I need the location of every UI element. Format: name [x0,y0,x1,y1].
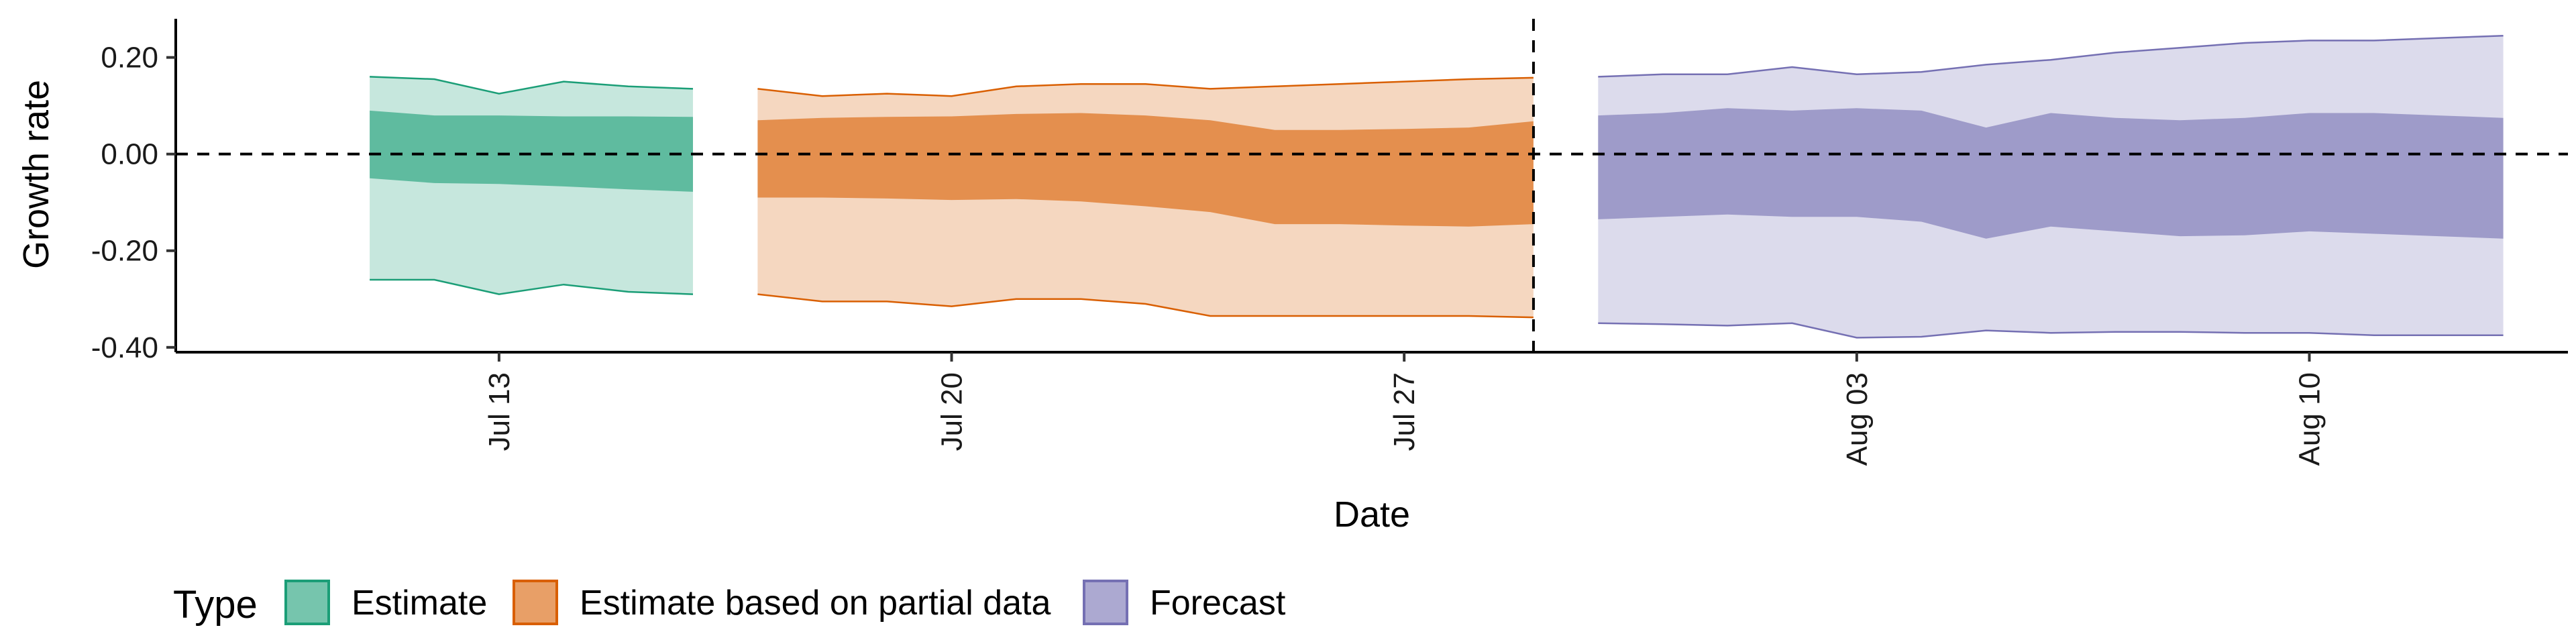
y-tick-label: -0.40 [91,331,158,364]
outline-lower-estimate-based-on-partial-data [757,293,1534,319]
band-50-estimate-based-on-partial-data [757,113,1534,227]
outline-upper-estimate-based-on-partial-data [757,76,1534,97]
plot-area [370,34,2504,339]
axes [174,19,2568,354]
legend-label: Forecast [1150,584,1286,623]
outline-upper-estimate [370,76,694,95]
y-tick-label: -0.20 [91,235,158,268]
legend-title: Type [173,583,258,627]
legend-label: Estimate [352,584,487,623]
legend-label: Estimate based on partial data [580,584,1051,623]
outline-upper-forecast [1598,34,2504,78]
legend-swatch [1083,580,1128,625]
y-axis-title: Growth rate [16,80,56,269]
y-ticks: 0.20 0.00 -0.20 -0.40 [91,42,176,364]
band-50-forecast [1598,108,2504,239]
legend-swatch [513,580,558,625]
y-tick-label: 0.20 [101,42,158,74]
x-tick-label: Aug 10 [2294,372,2326,466]
outline-lower-estimate [370,278,694,295]
x-axis-title: Date [1334,494,1410,535]
x-tick-label: Jul 20 [936,372,969,451]
legend: Type Estimate Estimate based on partial d… [173,580,1286,627]
band-50-estimate [370,110,693,192]
x-ticks: Jul 13 Jul 20 Jul 27 Aug 03 Aug 10 [483,352,2326,466]
x-tick-label: Jul 27 [1388,372,1421,451]
x-tick-label: Jul 13 [483,372,516,451]
outline-lower-forecast [1598,322,2504,339]
legend-swatch [284,580,330,625]
x-tick-label: Aug 03 [1841,372,1874,466]
y-tick-label: 0.00 [101,138,158,171]
